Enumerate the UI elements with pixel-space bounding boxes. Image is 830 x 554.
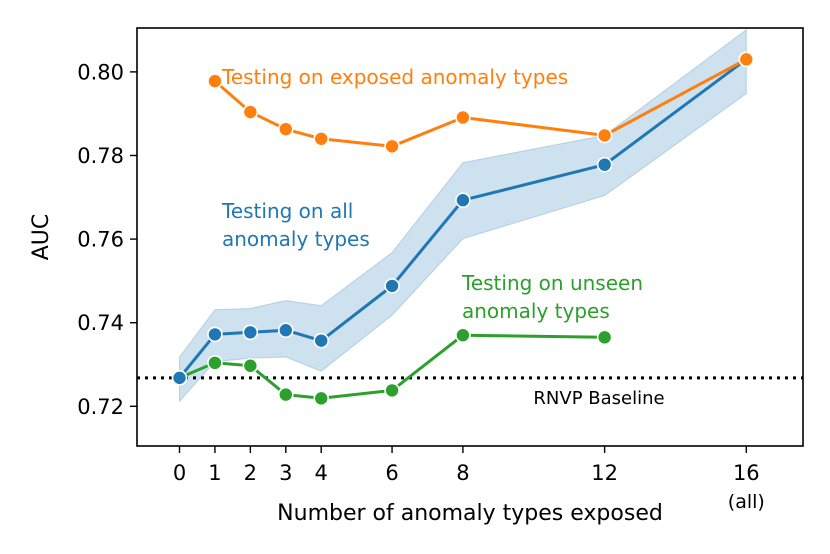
- data-point: [384, 138, 400, 155]
- x-tick-label: 12: [591, 461, 618, 485]
- y-axis-title: AUC: [29, 214, 54, 261]
- x-tick-label: 16: [733, 461, 760, 485]
- series-label: Testing on unseen anomaly types: [461, 271, 643, 323]
- y-tick-label: 0.76: [77, 228, 124, 252]
- series-label: Testing on exposed anomaly types: [221, 65, 568, 89]
- plot-frame: [136, 27, 804, 447]
- x-tick-label: 6: [385, 461, 398, 485]
- x-tick-label: 3: [279, 461, 292, 485]
- x-axis-ticks: 0 1 2 3 4 6 8 12 16(all): [173, 446, 765, 513]
- series-label: Testing on all anomaly types: [221, 199, 370, 251]
- data-point: [313, 332, 330, 349]
- x-axis-title: Number of anomaly types exposed: [277, 501, 663, 526]
- data-point: [596, 127, 613, 144]
- x-tick-label: 2: [244, 461, 257, 485]
- data-point: [313, 130, 330, 147]
- y-tick-label: 0.80: [77, 60, 124, 84]
- x-tick-label: 1: [208, 461, 221, 485]
- x-tick-sublabel: (all): [728, 491, 765, 513]
- data-point: [384, 278, 400, 294]
- x-tick-label: 4: [315, 461, 328, 485]
- data-point: [455, 192, 471, 209]
- data-point: [242, 324, 259, 341]
- data-point-layer: [171, 51, 755, 407]
- data-point: [277, 322, 294, 339]
- baseline-label: RNVP Baseline: [533, 388, 664, 409]
- data-point: [313, 390, 330, 407]
- data-point: [738, 51, 755, 68]
- data-point: [242, 104, 259, 120]
- y-axis-ticks: 0.72 0.74 0.76 0.78 0.80: [77, 60, 137, 419]
- data-point: [596, 156, 613, 173]
- y-tick-label: 0.74: [77, 311, 124, 335]
- data-point: [277, 121, 294, 137]
- data-point: [207, 355, 223, 371]
- data-point: [242, 357, 259, 374]
- data-point: [277, 386, 294, 403]
- data-point: [207, 73, 223, 89]
- data-point: [455, 109, 471, 126]
- data-point: [455, 327, 471, 344]
- x-tick-label: 8: [456, 461, 469, 485]
- data-point: [171, 370, 188, 386]
- data-point: [384, 382, 400, 399]
- annotation-layer: RNVP Baseline Testing on exposed anomaly …: [221, 65, 665, 409]
- data-point: [207, 326, 223, 343]
- y-tick-label: 0.72: [77, 395, 124, 419]
- x-tick-label: 0: [173, 461, 186, 485]
- y-tick-label: 0.78: [77, 144, 124, 168]
- data-point: [596, 329, 613, 346]
